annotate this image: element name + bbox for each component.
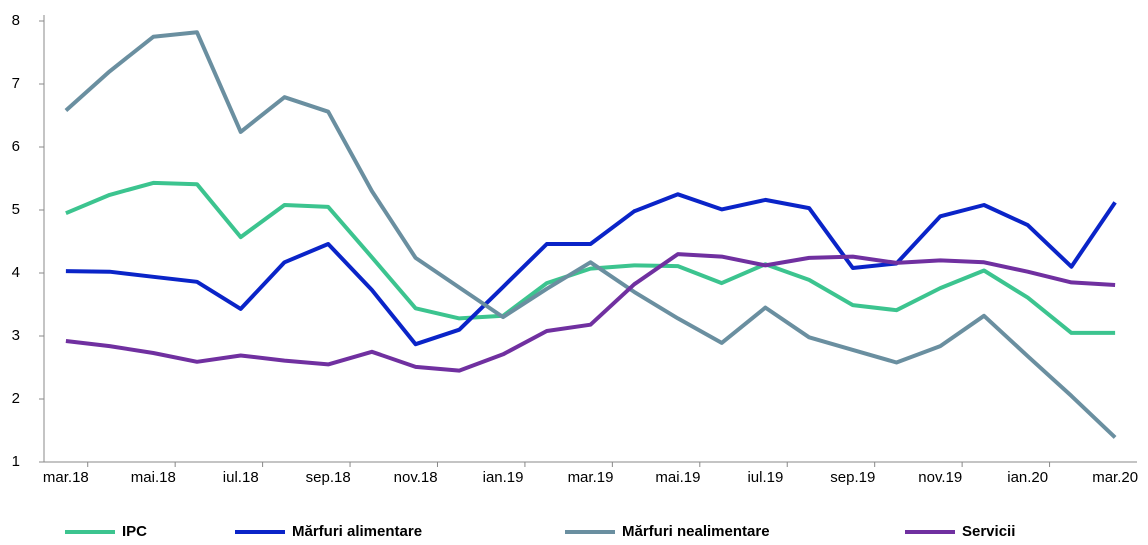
y-tick-label: 3 xyxy=(12,327,20,344)
y-tick-label: 2 xyxy=(12,390,20,407)
x-tick-label: mai.18 xyxy=(131,469,176,486)
x-tick-label: mar.20 xyxy=(1092,469,1138,486)
x-tick-label: iul.18 xyxy=(223,469,259,486)
x-tick-label: nov.18 xyxy=(394,469,438,486)
x-tick-label: mar.18 xyxy=(43,469,89,486)
series-line xyxy=(64,30,1117,439)
x-tick-label: iul.19 xyxy=(747,469,783,486)
x-tick-label: ian.20 xyxy=(1007,469,1048,486)
y-tick-label: 8 xyxy=(12,12,20,29)
y-tick-label: 7 xyxy=(12,75,20,92)
x-tick-label: sep.19 xyxy=(830,469,875,486)
series-line xyxy=(65,180,1116,335)
y-tick-label: 6 xyxy=(12,138,20,155)
legend-label: Mărfuri nealimentare xyxy=(622,523,770,540)
x-tick-label: nov.19 xyxy=(918,469,962,486)
legend-label: Mărfuri alimentare xyxy=(292,523,422,540)
series-line xyxy=(65,252,1116,373)
x-tick-label: sep.18 xyxy=(306,469,351,486)
y-tick-label: 1 xyxy=(12,453,20,470)
legend-label: IPC xyxy=(122,523,147,540)
y-tick-label: 4 xyxy=(12,264,20,281)
series-line xyxy=(65,192,1117,347)
y-tick-label: 5 xyxy=(12,201,20,218)
x-tick-label: ian.19 xyxy=(483,469,524,486)
x-tick-label: mar.19 xyxy=(568,469,614,486)
x-tick-label: mai.19 xyxy=(655,469,700,486)
legend-label: Servicii xyxy=(962,523,1015,540)
